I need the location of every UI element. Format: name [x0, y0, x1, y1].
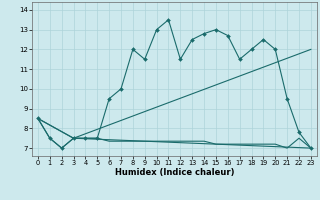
- X-axis label: Humidex (Indice chaleur): Humidex (Indice chaleur): [115, 168, 234, 177]
